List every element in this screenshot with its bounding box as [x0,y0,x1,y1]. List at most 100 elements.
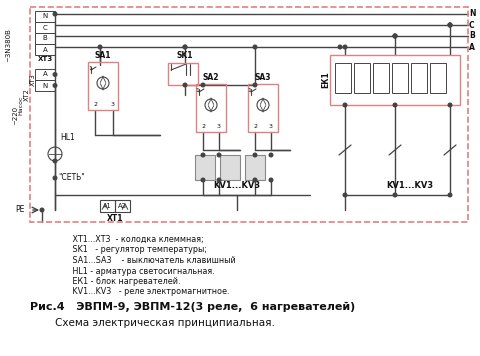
Text: 1: 1 [88,66,92,70]
Circle shape [393,34,397,38]
Text: 3: 3 [111,103,115,108]
Text: Рис.4   ЭВПМ-9, ЭВПМ-12(3 реле,  6 нагревателей): Рис.4 ЭВПМ-9, ЭВПМ-12(3 реле, 6 нагреват… [30,302,355,312]
Text: A: A [43,47,48,52]
Text: ЕК1: ЕК1 [322,72,331,88]
Circle shape [253,153,257,157]
Circle shape [217,178,221,182]
Text: B: B [43,36,48,42]
Text: 2: 2 [253,125,257,130]
Text: A2: A2 [118,203,126,209]
Text: B: B [469,31,475,41]
Text: SK1: SK1 [177,51,193,60]
Bar [35,11,55,22]
Text: 2: 2 [93,103,97,108]
Text: A: A [469,42,475,52]
Circle shape [40,208,44,212]
Text: ЕК1 - блок нагревателей.: ЕК1 - блок нагревателей. [70,277,180,286]
Text: C: C [43,25,48,31]
Bar [35,80,55,91]
Bar [220,155,240,180]
Circle shape [269,153,273,157]
Circle shape [393,193,397,197]
Circle shape [253,45,257,49]
Circle shape [53,12,57,16]
Text: ХТ3: ХТ3 [30,74,36,87]
Text: SK1   - регулятор температуры;: SK1 - регулятор температуры; [70,246,207,255]
Text: 3: 3 [217,125,221,130]
Text: "СЕТЬ": "СЕТЬ" [58,173,85,183]
Bar [430,63,446,93]
Circle shape [217,153,221,157]
Text: ~220: ~220 [12,105,18,125]
Circle shape [183,45,187,49]
Circle shape [183,45,187,49]
Text: 2: 2 [201,125,205,130]
Circle shape [448,23,452,27]
Text: KV1...KV3: KV1...KV3 [386,180,433,189]
Text: C: C [469,21,475,30]
Text: N: N [42,83,48,89]
Bar [35,44,55,55]
Bar [88,62,118,110]
Text: HL1: HL1 [60,133,75,142]
Circle shape [53,84,57,87]
Circle shape [393,103,397,107]
Circle shape [448,23,452,27]
Circle shape [201,178,205,182]
Bar [115,200,130,212]
Circle shape [448,23,452,27]
Text: 3: 3 [269,125,273,130]
Circle shape [98,45,102,49]
Text: KV1...KV3: KV1...KV3 [214,180,261,189]
Text: A: A [43,72,48,78]
Circle shape [253,83,257,87]
Bar [248,84,278,132]
Text: SA3: SA3 [255,73,271,82]
Text: Насос: Насос [19,95,24,115]
Bar [35,69,55,80]
Text: XT3: XT3 [37,56,53,62]
Text: N: N [469,10,476,19]
Text: 1: 1 [247,88,251,93]
Text: SA1...SA3    - выключатель клавишный: SA1...SA3 - выключатель клавишный [70,256,236,265]
Text: PE: PE [16,205,25,215]
Circle shape [343,45,347,49]
Bar [335,63,351,93]
Text: A1: A1 [103,203,111,209]
Text: ХТ1...ХТ3  - колодка клеммная;: ХТ1...ХТ3 - колодка клеммная; [70,235,204,244]
Text: Схема электрическая принципиальная.: Схема электрическая принципиальная. [55,318,275,328]
Circle shape [183,83,187,87]
Text: KV1...KV3   - реле электромагнитное.: KV1...KV3 - реле электромагнитное. [70,288,229,297]
Bar [35,22,55,33]
Circle shape [201,83,205,87]
Bar [354,63,370,93]
Text: HL1 - арматура светосигнальная.: HL1 - арматура светосигнальная. [70,267,215,276]
Text: N: N [42,14,48,20]
Circle shape [253,178,257,182]
Bar [392,63,408,93]
Bar [35,33,55,44]
Circle shape [201,153,205,157]
Circle shape [53,159,57,163]
Circle shape [393,34,397,38]
Bar [245,155,265,180]
Bar [168,63,198,85]
Bar [100,200,115,212]
Bar [196,84,226,132]
Circle shape [338,45,342,49]
Text: SA1: SA1 [95,51,111,60]
Text: ~3N380В: ~3N380В [5,28,11,62]
Circle shape [53,176,57,180]
Circle shape [448,103,452,107]
Circle shape [269,178,273,182]
Text: 1: 1 [195,88,199,93]
Text: SA2: SA2 [203,73,219,82]
Circle shape [53,73,57,76]
Circle shape [393,34,397,38]
Text: XT1: XT1 [107,214,123,223]
Circle shape [343,103,347,107]
Text: ХТ2: ХТ2 [24,89,30,101]
Bar [330,55,460,105]
Bar [30,7,468,222]
Bar [373,63,389,93]
